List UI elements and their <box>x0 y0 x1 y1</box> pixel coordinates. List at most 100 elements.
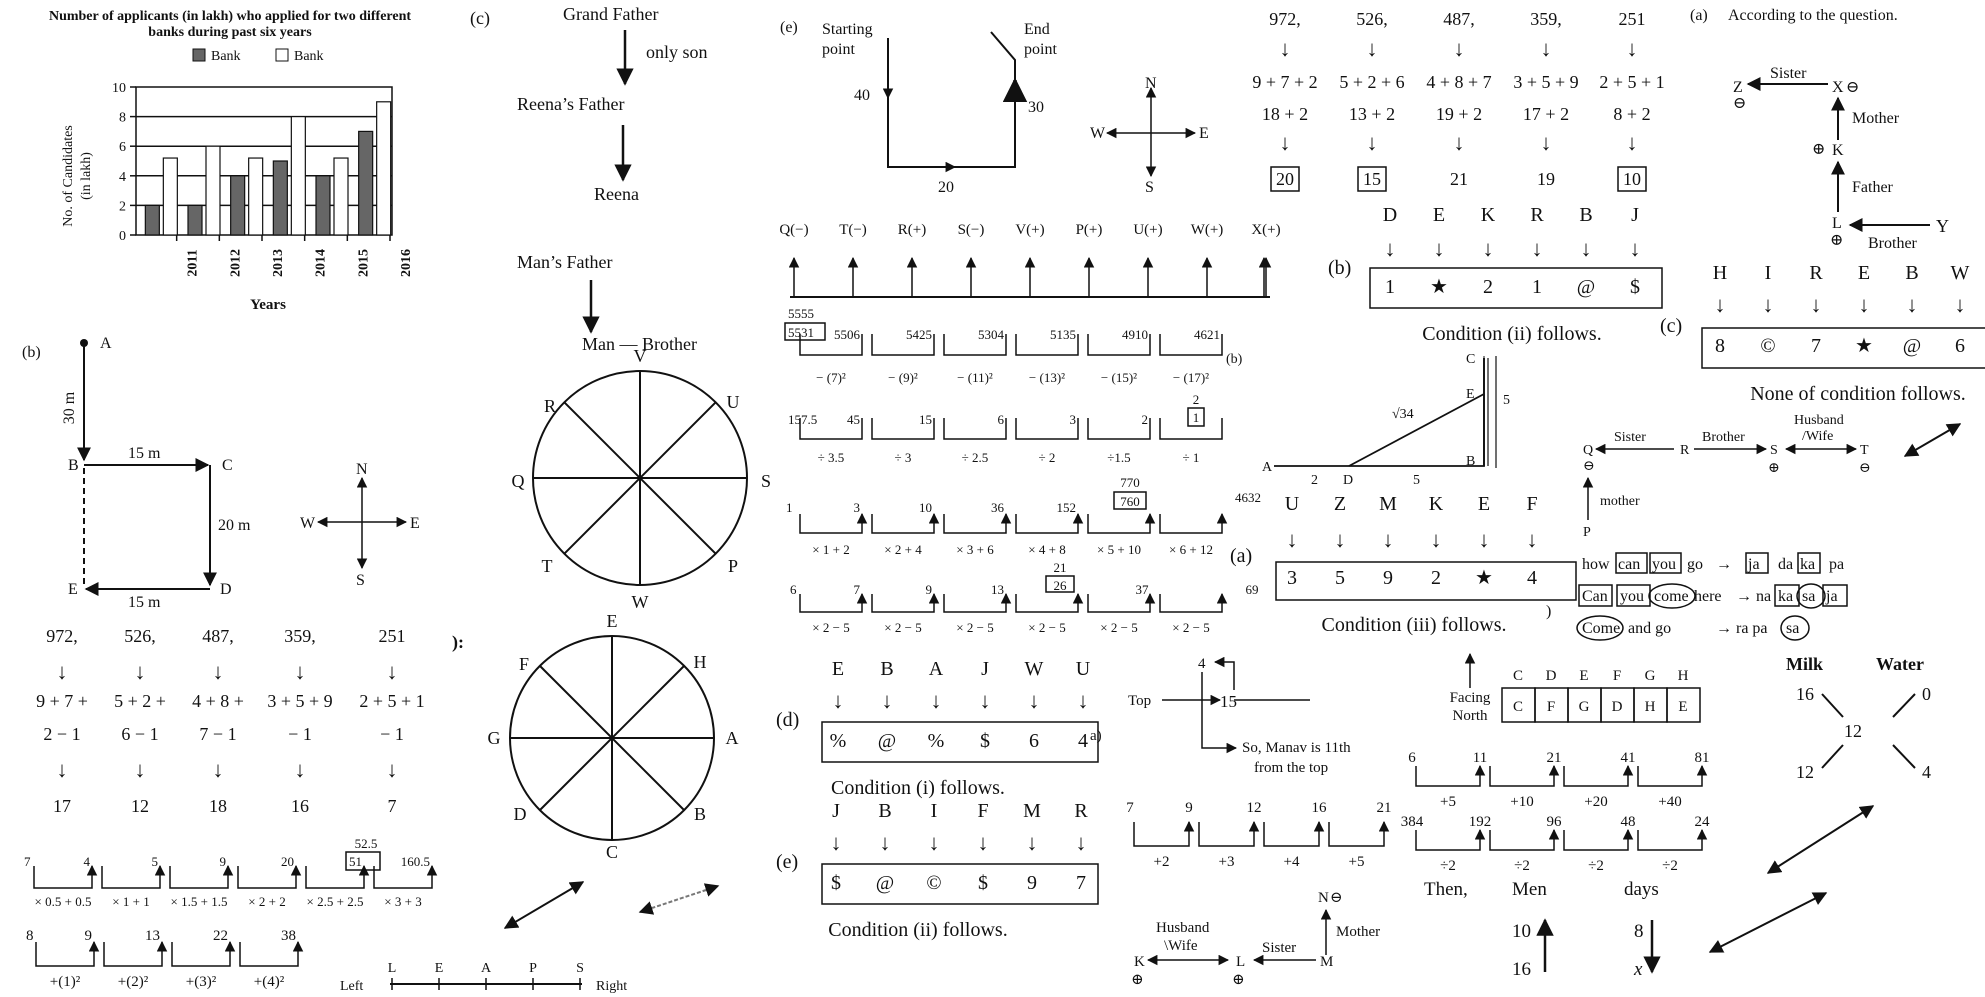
person-r: R <box>1680 443 1690 458</box>
down-arrow-icon: ↓ <box>1859 292 1870 317</box>
calc-number: 487, <box>1443 9 1475 29</box>
down-arrow-icon: ↓ <box>57 659 68 684</box>
code-symbol: @ <box>878 730 896 752</box>
series-operation: ÷ 2.5 <box>962 450 989 465</box>
code-letter: J <box>981 658 989 680</box>
bar-2014-series-1 <box>272 160 288 236</box>
compass-e: E <box>410 515 420 532</box>
down-arrow-icon: ↓ <box>1385 236 1396 261</box>
series-number: 9 <box>926 582 933 597</box>
calc-result: 18 <box>209 796 227 816</box>
calc-digit-sum: 2 + 5 + 1 <box>1599 72 1664 92</box>
calc-result: 21 <box>1450 169 1468 189</box>
facing-label: Facing <box>1450 690 1491 706</box>
water-label: Water <box>1876 654 1924 674</box>
series-number: 45 <box>847 412 860 427</box>
section-label: (b) <box>1226 352 1243 367</box>
section-label: (a) <box>1230 545 1252 567</box>
mother-label: mother <box>1600 494 1640 509</box>
position-letter: D <box>1546 668 1557 684</box>
middle-number-series: − (7)² − (9)² − (11)² − (13)² − (15)² − (17)²… <box>784 306 1261 635</box>
starting-point-label: point <box>822 41 855 58</box>
code-symbol: 9 <box>1383 567 1393 589</box>
length-2: 2 <box>1311 473 1318 488</box>
code-symbol: % <box>830 730 847 752</box>
days-8: 8 <box>1634 921 1644 942</box>
code-letter: E <box>1433 204 1445 226</box>
calc-digit-sum: 9 + 7 + <box>36 691 88 711</box>
calc-adjust: − 1 <box>288 724 312 744</box>
result-box <box>1617 166 1647 192</box>
person-t: T <box>1860 443 1869 458</box>
code-symbol: $ <box>978 872 988 894</box>
person-k: K <box>1134 954 1145 970</box>
code-symbol: 7 <box>1811 335 1821 357</box>
top-label: Top <box>1128 693 1151 709</box>
code-symbol: 6 <box>1955 335 1965 357</box>
series-number: 9 <box>1185 800 1193 816</box>
series-number: 4632 <box>1235 490 1261 505</box>
series-number: 760 <box>1120 494 1140 509</box>
seat-letter: C <box>606 842 618 862</box>
distance-30m: 30 m <box>61 391 78 424</box>
code-letter: B <box>880 658 893 680</box>
seat-letter: S <box>761 471 771 491</box>
series-number: 16 <box>1312 800 1328 816</box>
series-number: 24 <box>1695 814 1711 830</box>
y-tick-label: 0 <box>119 229 126 244</box>
men-label: Men <box>1512 879 1547 900</box>
point-b: B <box>1466 454 1475 469</box>
position-letter: E <box>1579 668 1588 684</box>
number-series-a: 7 × 0.5 + 0.5 4 × 1 + 1 5 × 1.5 + 1.5 9 × 2 + 2… <box>24 836 438 909</box>
point-e: E <box>68 581 78 598</box>
code-word: how <box>1582 556 1610 573</box>
down-arrow-icon: ↓ <box>1715 292 1726 317</box>
word-box <box>1615 552 1648 574</box>
series-wrong-number-box <box>1113 491 1147 510</box>
down-arrow-icon: ↓ <box>1532 236 1543 261</box>
male-symbol-l: ⊕ <box>1830 232 1843 249</box>
code-symbol: ★ <box>1855 335 1873 357</box>
section-label: (c) <box>470 8 490 29</box>
series-operation: +20 <box>1584 794 1607 810</box>
calc-result: 15 <box>1363 169 1381 189</box>
series-number: 7 <box>24 854 31 869</box>
female-symbol-x: ⊖ <box>1846 79 1859 96</box>
down-arrow-icon: ↓ <box>213 659 224 684</box>
bar-chart: Number of applicants (in lakh) who appli… <box>49 9 414 313</box>
series-number: 4 <box>84 854 91 869</box>
calc-number: 487, <box>202 626 234 646</box>
series-operation: +3 <box>1219 854 1235 870</box>
code-letter: R <box>1809 262 1823 284</box>
series-correction-value: 21 <box>1054 560 1067 575</box>
down-arrow-icon: ↓ <box>1431 527 1442 552</box>
series-operation: +(1)² <box>50 974 81 990</box>
calc-number: 359, <box>284 626 316 646</box>
seat-letter: D <box>514 804 527 824</box>
seat-letter: G <box>488 728 501 748</box>
series-operation: +(3)² <box>186 974 217 990</box>
code-symbol: © <box>1760 335 1775 357</box>
wife-label: /Wife <box>1802 429 1833 444</box>
x-tick-label: 2015 <box>356 249 371 277</box>
walk-diagram-e: (e) Starting point 40 20 30 End point N … <box>780 19 1209 196</box>
code-symbol: $ <box>831 872 841 894</box>
bar-2013-series-2 <box>248 157 264 236</box>
calc-adjust: 19 + 2 <box>1436 104 1482 124</box>
series-operation: − (13)² <box>1029 370 1065 385</box>
distance-30: 30 <box>1028 99 1044 116</box>
series-operation: − (15)² <box>1101 370 1137 385</box>
down-arrow-icon: ↓ <box>1479 527 1490 552</box>
series-number: 160.5 <box>401 854 430 869</box>
series-number: 8 <box>26 928 34 944</box>
series-operation: − (17)² <box>1173 370 1209 385</box>
female-symbol: ⊖ <box>1330 890 1343 906</box>
series-number: 69 <box>1246 582 1259 597</box>
seat-letter: A <box>726 728 739 748</box>
down-arrow-icon: ↓ <box>978 830 989 855</box>
down-arrow-icon: ↓ <box>135 659 146 684</box>
person-x: X <box>1832 79 1844 96</box>
series-number: 10 <box>919 500 932 515</box>
series-operation: − (11)² <box>957 370 993 385</box>
